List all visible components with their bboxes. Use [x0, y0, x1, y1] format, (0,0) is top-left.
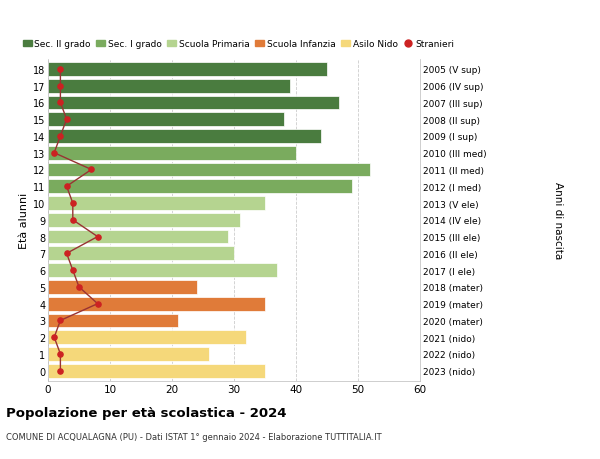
- Point: [68, 200, 77, 207]
- Point: [49, 334, 59, 341]
- Bar: [48, 263, 277, 277]
- Point: [56, 351, 65, 358]
- Bar: [48, 297, 265, 311]
- Text: Popolazione per età scolastica - 2024: Popolazione per età scolastica - 2024: [6, 406, 287, 419]
- Bar: [48, 197, 265, 210]
- Point: [56, 367, 65, 375]
- Bar: [48, 113, 284, 127]
- Bar: [48, 314, 178, 328]
- Point: [62, 250, 71, 257]
- Point: [93, 300, 103, 308]
- Bar: [48, 146, 296, 160]
- Point: [56, 83, 65, 90]
- Legend: Sec. II grado, Sec. I grado, Scuola Primaria, Scuola Infanzia, Asilo Nido, Stran: Sec. II grado, Sec. I grado, Scuola Prim…: [23, 40, 454, 49]
- Bar: [48, 79, 290, 93]
- Point: [93, 233, 103, 241]
- Point: [86, 167, 96, 174]
- Point: [49, 150, 59, 157]
- Point: [74, 284, 84, 291]
- Bar: [48, 213, 240, 227]
- Bar: [48, 163, 370, 177]
- Point: [56, 66, 65, 73]
- Point: [62, 116, 71, 123]
- Bar: [48, 247, 234, 261]
- Y-axis label: Età alunni: Età alunni: [19, 192, 29, 248]
- Bar: [48, 230, 228, 244]
- Bar: [48, 180, 352, 194]
- Y-axis label: Anni di nascita: Anni di nascita: [553, 182, 563, 259]
- Bar: [48, 96, 340, 110]
- Point: [68, 217, 77, 224]
- Point: [56, 317, 65, 325]
- Point: [56, 100, 65, 107]
- Bar: [48, 347, 209, 361]
- Point: [56, 133, 65, 140]
- Bar: [48, 130, 321, 144]
- Point: [62, 183, 71, 190]
- Bar: [48, 330, 247, 344]
- Bar: [48, 63, 327, 77]
- Point: [68, 267, 77, 274]
- Bar: [48, 280, 197, 294]
- Bar: [48, 364, 265, 378]
- Text: COMUNE DI ACQUALAGNA (PU) - Dati ISTAT 1° gennaio 2024 - Elaborazione TUTTITALIA: COMUNE DI ACQUALAGNA (PU) - Dati ISTAT 1…: [6, 432, 382, 442]
